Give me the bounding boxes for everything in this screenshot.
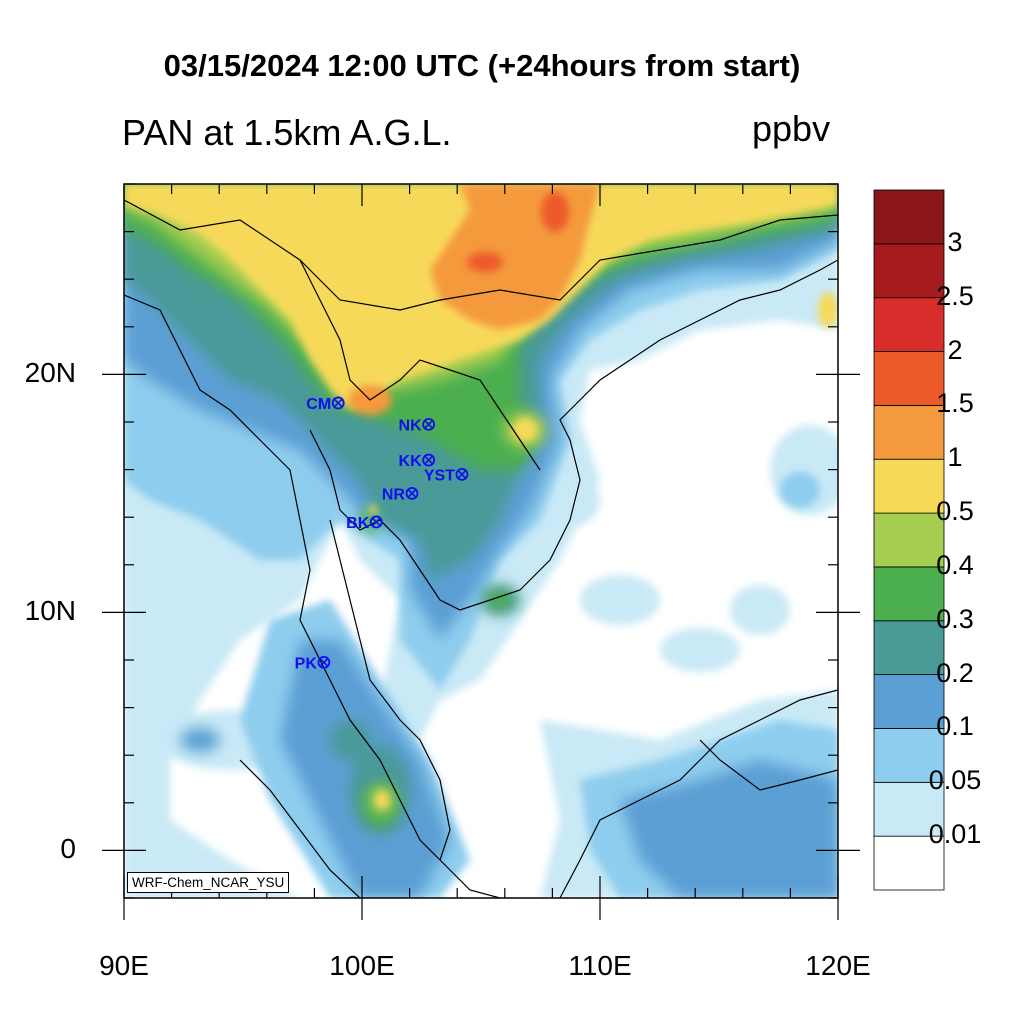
map-title: 03/15/2024 12:00 UTC (+24hours from star… xyxy=(163,48,801,83)
station-marker-icon xyxy=(369,515,383,529)
station-marker-icon xyxy=(405,486,419,500)
lon-label: 120E xyxy=(805,950,871,981)
station-label: YST xyxy=(424,467,455,484)
station-kk: KK xyxy=(399,453,436,470)
station-marker-icon xyxy=(317,655,331,669)
colorbar xyxy=(873,189,945,891)
colorbar-segment xyxy=(873,566,945,622)
colorbar-label: 0.1 xyxy=(936,711,974,742)
lon-label: 90E xyxy=(99,950,149,981)
colorbar-segment xyxy=(873,404,945,460)
plot-frame xyxy=(102,183,860,920)
colorbar-label: 0.3 xyxy=(936,603,974,634)
station-marker-icon xyxy=(331,396,345,410)
station-nk: NK xyxy=(399,417,436,434)
colorbar-segment xyxy=(873,620,945,676)
station-bk: BK xyxy=(346,515,383,532)
colorbar-label: 1 xyxy=(947,442,963,473)
station-pk: PK xyxy=(295,655,331,672)
colorbar-segment xyxy=(873,728,945,783)
station-nr: NR xyxy=(382,486,419,503)
model-tag: WRF-Chem_NCAR_YSU xyxy=(127,872,290,893)
colorbar-label: 0.01 xyxy=(928,819,982,850)
station-label: CM xyxy=(306,396,331,413)
colorbar-segment xyxy=(873,512,945,568)
colorbar-segment xyxy=(873,458,945,514)
pan-concentration-field xyxy=(124,184,838,898)
colorbar-label: 0.05 xyxy=(928,765,982,796)
colorbar-segment xyxy=(873,189,945,245)
station-cm: CM xyxy=(306,396,345,413)
coastlines xyxy=(124,199,838,898)
colorbar-label: 0.4 xyxy=(936,549,974,580)
lat-label: 20N xyxy=(24,357,76,389)
station-marker-icon xyxy=(422,453,436,467)
colorbar-label: 2.5 xyxy=(936,280,974,311)
station-label: KK xyxy=(399,453,423,470)
lat-label: 10N xyxy=(24,595,76,627)
colorbar-segment xyxy=(873,243,945,299)
station-label: NR xyxy=(382,486,406,503)
colorbar-segment xyxy=(873,351,945,406)
colorbar-segment xyxy=(873,297,945,352)
colorbar-label: 1.5 xyxy=(936,388,974,419)
colorbar-label: 2 xyxy=(947,334,963,365)
lat-label: 0 xyxy=(60,833,76,865)
colorbar-segment xyxy=(873,674,945,729)
variable-title: PAN at 1.5km A.G.L. xyxy=(122,112,452,153)
station-label: NK xyxy=(399,417,423,434)
station-label: PK xyxy=(295,655,318,672)
station-label: BK xyxy=(346,515,370,532)
lon-label: 100E xyxy=(329,950,395,981)
colorbar-label: 3 xyxy=(947,226,963,257)
station-yst: YST xyxy=(424,467,469,484)
colorbar-label: 0.2 xyxy=(936,657,974,688)
colorbar-segment xyxy=(873,835,945,891)
units-label: ppbv xyxy=(752,108,831,149)
station-marker-icon xyxy=(455,467,469,481)
colorbar-label: 0.5 xyxy=(936,496,974,527)
station-marker-icon xyxy=(422,417,436,431)
lon-label: 110E xyxy=(568,950,632,981)
